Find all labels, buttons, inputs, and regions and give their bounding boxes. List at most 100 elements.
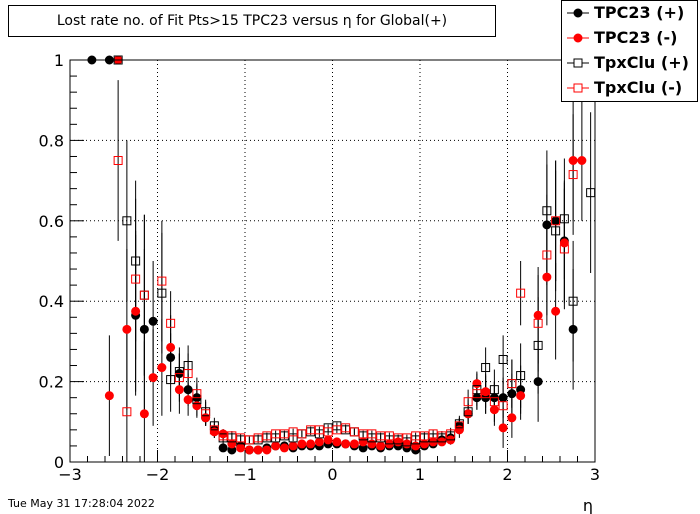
data-point: [533, 340, 543, 350]
data-point: [568, 170, 578, 180]
data-point: [341, 439, 351, 449]
data-point: [201, 409, 211, 419]
data-point: [166, 318, 176, 328]
data-point: [192, 389, 202, 399]
data-point: [481, 387, 491, 397]
data-point: [516, 391, 526, 401]
data-point: [174, 385, 184, 395]
data-point: [297, 439, 307, 449]
data-point: [131, 256, 141, 266]
data-point: [533, 318, 543, 328]
x-tick-label: 0: [327, 465, 337, 484]
data-point: [507, 379, 517, 389]
legend-marker: [567, 83, 589, 93]
data-point: [542, 206, 552, 216]
x-axis-label: η: [583, 496, 593, 514]
x-tick-label: −3: [58, 465, 82, 484]
legend: TPC23 (+) TPC23 (-) TpxClu (+) TpxClu (-): [561, 0, 698, 102]
data-point: [559, 244, 569, 254]
data-point: [542, 220, 552, 230]
data-point: [297, 429, 307, 439]
data-point: [551, 216, 561, 226]
legend-marker: [567, 8, 589, 18]
data-point: [139, 290, 149, 300]
axes: −3 −2 −1 0 1 2 3 0 0.2 0.4 0.6 0.8 1: [39, 51, 601, 484]
data-markers: [87, 55, 596, 455]
data-point: [367, 429, 377, 439]
data-point: [227, 431, 237, 441]
y-tick-label: 0.4: [39, 292, 64, 311]
data-point: [332, 425, 342, 435]
data-point: [559, 214, 569, 224]
data-point: [253, 433, 263, 443]
data-point: [533, 310, 543, 320]
data-point: [419, 431, 429, 441]
data-point: [349, 439, 359, 449]
data-point: [481, 389, 491, 399]
data-point: [218, 431, 228, 441]
data-point: [323, 435, 333, 445]
data-point: [332, 437, 342, 447]
legend-label: TPC23 (+): [594, 3, 685, 22]
data-point: [507, 389, 517, 399]
data-point: [122, 216, 132, 226]
data-point: [402, 439, 412, 449]
data-point: [236, 443, 246, 453]
data-point: [516, 371, 526, 381]
data-point: [367, 439, 377, 449]
data-point: [157, 288, 167, 298]
data-point: [489, 385, 499, 395]
data-point: [174, 373, 184, 383]
data-point: [244, 435, 254, 445]
legend-label: TPC23 (-): [594, 28, 678, 47]
data-point: [393, 433, 403, 443]
data-point: [428, 429, 438, 439]
data-point: [157, 276, 167, 286]
data-point: [148, 373, 158, 383]
date-stamp: Tue May 31 17:28:04 2022: [8, 497, 155, 510]
data-point: [148, 316, 158, 326]
data-point: [122, 407, 132, 417]
legend-entry: TpxClu (+): [562, 52, 697, 74]
data-point: [542, 250, 552, 260]
data-point: [472, 379, 482, 389]
data-point: [209, 427, 219, 437]
x-tick-label: 1: [415, 465, 425, 484]
data-point: [192, 395, 202, 405]
data-point: [253, 445, 263, 455]
data-point: [157, 363, 167, 373]
data-point: [288, 433, 298, 443]
data-point: [446, 429, 456, 439]
data-point: [262, 431, 272, 441]
legend-entry: TpxClu (-): [562, 77, 697, 99]
data-point: [489, 405, 499, 415]
y-tick-label: 0.6: [39, 212, 64, 231]
data-point: [288, 427, 298, 437]
data-point: [279, 443, 289, 453]
legend-label: TpxClu (+): [594, 53, 689, 72]
data-point: [314, 425, 324, 435]
data-point: [472, 389, 482, 399]
data-point: [542, 272, 552, 282]
data-point: [122, 324, 132, 334]
error-bars: [108, 80, 592, 462]
data-point: [349, 427, 359, 437]
legend-entry: TPC23 (+): [562, 2, 697, 24]
data-point: [376, 441, 386, 451]
data-point: [314, 437, 324, 447]
grid-lines: [70, 59, 595, 462]
y-tick-label: 0: [54, 453, 64, 472]
data-point: [139, 324, 149, 334]
data-point: [551, 216, 561, 226]
x-tick-label: −1: [233, 465, 257, 484]
data-point: [113, 156, 123, 165]
data-point: [402, 433, 412, 443]
data-point: [306, 425, 316, 435]
data-point: [577, 156, 587, 165]
data-point: [498, 401, 508, 411]
data-point: [481, 363, 491, 373]
data-point: [174, 367, 184, 377]
data-point: [323, 427, 333, 437]
data-point: [244, 445, 254, 455]
